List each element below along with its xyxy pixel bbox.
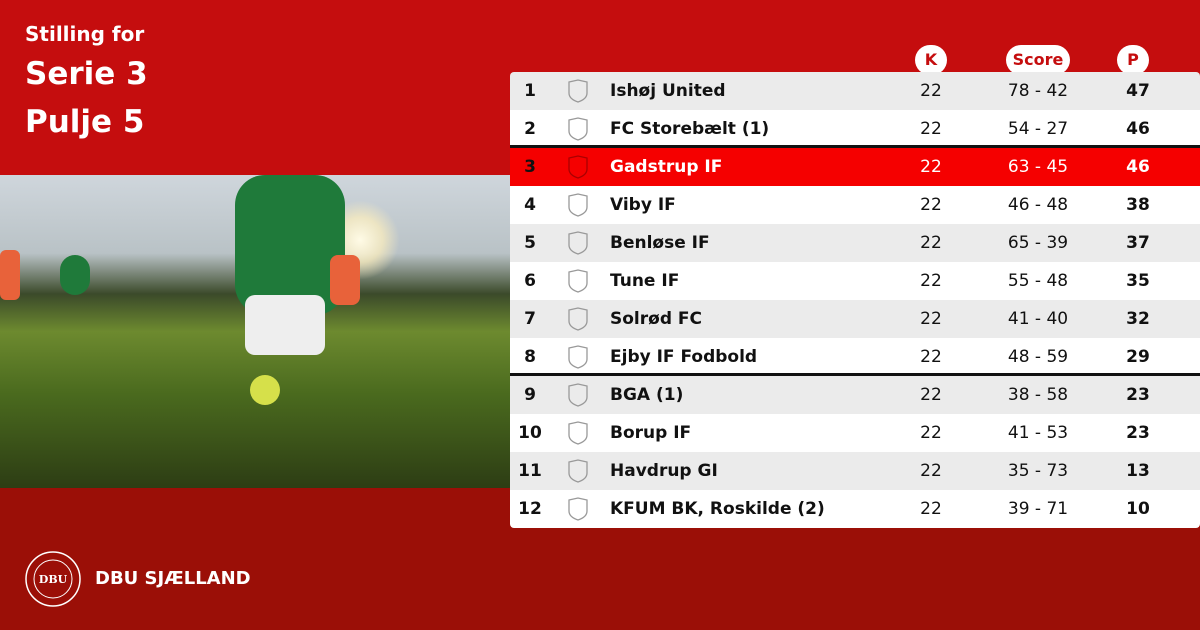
team-name: KFUM BK, Roskilde (2) [610, 499, 825, 519]
points: 23 [1126, 385, 1150, 405]
rank: 1 [524, 81, 536, 101]
goal-score: 41 - 53 [1007, 423, 1069, 443]
table-row: 5 Benløse IF 22 65 - 39 37 [510, 224, 1200, 262]
points: 47 [1126, 81, 1150, 101]
rank: 6 [524, 271, 536, 291]
club-shield-icon [567, 345, 589, 369]
team-name: Tune IF [610, 271, 680, 291]
goal-score: 39 - 71 [1007, 499, 1069, 519]
points: 13 [1126, 461, 1150, 481]
rank: 10 [518, 423, 542, 443]
rank: 3 [524, 157, 536, 177]
svg-text:DBU: DBU [39, 573, 68, 586]
rank: 8 [524, 347, 536, 367]
matches-played: 22 [920, 157, 942, 177]
brand-name: DBU SJÆLLAND [95, 568, 251, 589]
table-row: 3 Gadstrup IF 22 63 - 45 46 [510, 148, 1200, 186]
rank: 4 [524, 195, 536, 215]
team-name: Havdrup GI [610, 461, 718, 481]
points: 32 [1126, 309, 1150, 329]
goal-score: 55 - 48 [1007, 271, 1069, 291]
goal-score: 48 - 59 [1007, 347, 1069, 367]
goal-score: 38 - 58 [1007, 385, 1069, 405]
football-photo [0, 175, 510, 488]
table-row: 11 Havdrup GI 22 35 - 73 13 [510, 452, 1200, 490]
heading-line1: Stilling for [25, 22, 145, 46]
club-shield-icon [567, 231, 589, 255]
club-shield-icon [567, 459, 589, 483]
rank: 11 [518, 461, 542, 481]
matches-played: 22 [920, 347, 942, 367]
team-name: Ishøj United [610, 81, 726, 101]
goal-score: 54 - 27 [1007, 119, 1069, 139]
goal-score: 63 - 45 [1007, 157, 1069, 177]
team-name: Borup IF [610, 423, 692, 443]
table-row: 8 Ejby IF Fodbold 22 48 - 59 29 [510, 338, 1200, 376]
standings-table: 1 Ishøj United 22 78 - 42 47 2 FC Storebæ… [510, 72, 1200, 528]
table-row: 10 Borup IF 22 41 - 53 23 [510, 414, 1200, 452]
rank: 12 [518, 499, 542, 519]
points: 46 [1126, 119, 1150, 139]
rank: 2 [524, 119, 536, 139]
rank: 5 [524, 233, 536, 253]
points: 38 [1126, 195, 1150, 215]
column-header-p: P [1117, 45, 1149, 75]
team-name: Solrød FC [610, 309, 702, 329]
heading-pool: Pulje 5 [25, 104, 145, 140]
points: 10 [1126, 499, 1150, 519]
club-shield-icon [567, 79, 589, 103]
team-name: Benløse IF [610, 233, 710, 253]
goal-score: 46 - 48 [1007, 195, 1069, 215]
dbu-logo: DBU [25, 551, 81, 607]
heading-series: Serie 3 [25, 56, 148, 92]
table-row: 2 FC Storebælt (1) 22 54 - 27 46 [510, 110, 1200, 148]
matches-played: 22 [920, 385, 942, 405]
team-name: Gadstrup IF [610, 157, 723, 177]
column-header-score: Score [1006, 45, 1070, 75]
club-shield-icon [567, 269, 589, 293]
matches-played: 22 [920, 461, 942, 481]
points: 37 [1126, 233, 1150, 253]
matches-played: 22 [920, 423, 942, 443]
club-shield-icon [567, 155, 589, 179]
table-row: 12 KFUM BK, Roskilde (2) 22 39 - 71 10 [510, 490, 1200, 528]
matches-played: 22 [920, 309, 942, 329]
matches-played: 22 [920, 119, 942, 139]
points: 29 [1126, 347, 1150, 367]
points: 46 [1126, 157, 1150, 177]
points: 35 [1126, 271, 1150, 291]
club-shield-icon [567, 193, 589, 217]
club-shield-icon [567, 383, 589, 407]
matches-played: 22 [920, 81, 942, 101]
table-row: 7 Solrød FC 22 41 - 40 32 [510, 300, 1200, 338]
club-shield-icon [567, 307, 589, 331]
rank: 7 [524, 309, 536, 329]
goal-score: 35 - 73 [1007, 461, 1069, 481]
team-name: FC Storebælt (1) [610, 119, 770, 139]
matches-played: 22 [920, 233, 942, 253]
column-header-k: K [915, 45, 947, 75]
rank: 9 [524, 385, 536, 405]
matches-played: 22 [920, 271, 942, 291]
team-name: Viby IF [610, 195, 676, 215]
points: 23 [1126, 423, 1150, 443]
club-shield-icon [567, 117, 589, 141]
table-row: 1 Ishøj United 22 78 - 42 47 [510, 72, 1200, 110]
goal-score: 78 - 42 [1007, 81, 1069, 101]
matches-played: 22 [920, 499, 942, 519]
team-name: Ejby IF Fodbold [610, 347, 758, 367]
goal-score: 41 - 40 [1007, 309, 1069, 329]
club-shield-icon [567, 421, 589, 445]
table-row: 6 Tune IF 22 55 - 48 35 [510, 262, 1200, 300]
table-row: 4 Viby IF 22 46 - 48 38 [510, 186, 1200, 224]
table-row: 9 BGA (1) 22 38 - 58 23 [510, 376, 1200, 414]
club-shield-icon [567, 497, 589, 521]
goal-score: 65 - 39 [1007, 233, 1069, 253]
matches-played: 22 [920, 195, 942, 215]
team-name: BGA (1) [610, 385, 684, 405]
